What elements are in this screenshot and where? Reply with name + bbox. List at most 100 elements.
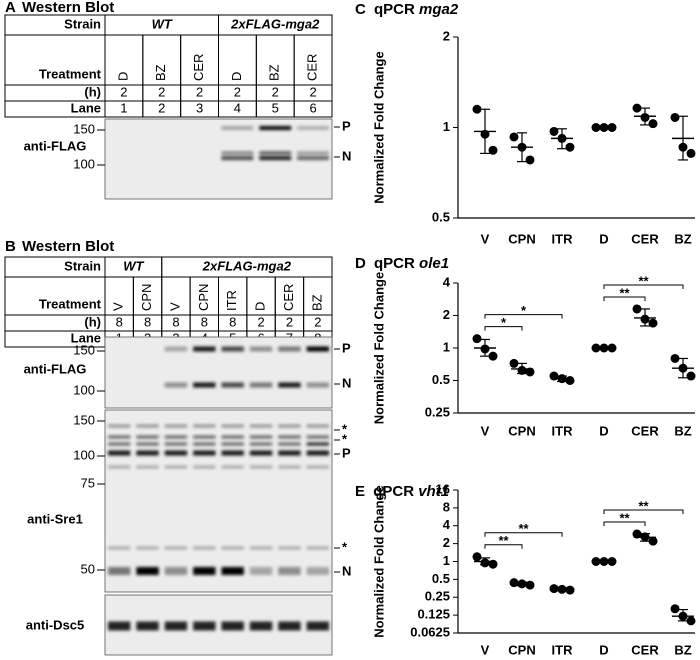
data-point — [607, 557, 617, 566]
blot-band — [278, 382, 301, 388]
hours-value: 2 — [120, 84, 127, 99]
blot-band — [306, 424, 329, 428]
x-tick-label: D — [599, 642, 608, 657]
treatment-label: ITR — [224, 290, 239, 311]
hours-value: 8 — [144, 314, 151, 329]
blot-band — [221, 567, 244, 575]
data-point — [517, 365, 527, 375]
data-point — [632, 103, 642, 113]
blot-band — [136, 465, 159, 469]
treatment-label: CPN — [196, 284, 211, 311]
strain-label: WT — [123, 258, 144, 273]
lane-number: 2 — [158, 100, 165, 115]
y-tick-label: 0.25 — [425, 404, 450, 419]
data-point — [599, 343, 609, 353]
x-tick-label: D — [599, 231, 608, 246]
blot-band — [164, 567, 188, 575]
data-point — [509, 358, 519, 368]
blot-image — [104, 409, 333, 593]
blot-band — [306, 546, 329, 550]
y-tick-label: 16 — [436, 481, 450, 496]
data-point — [678, 142, 688, 152]
treatment-label: CER — [305, 54, 320, 81]
y-tick-label: 1 — [443, 339, 450, 354]
blot-band — [221, 382, 244, 388]
marker-label: 150 — [73, 121, 95, 136]
significance-bracket — [603, 509, 684, 515]
hours-value: 8 — [229, 314, 236, 329]
significance-bracket — [603, 296, 646, 301]
blot-band — [136, 450, 159, 456]
data-point — [557, 374, 567, 384]
hours-value: 2 — [286, 314, 293, 329]
treatment-label: D — [115, 72, 130, 81]
y-tick-label: 0.5 — [432, 571, 450, 586]
band-label: * — [342, 431, 348, 446]
lane-number: 3 — [196, 100, 203, 115]
chart-title: D qPCR ole1 — [355, 255, 449, 272]
blot-band — [249, 424, 273, 428]
blot-band — [108, 450, 131, 456]
lane-number: 5 — [272, 100, 279, 115]
data-point — [565, 142, 575, 152]
x-tick-label: V — [481, 642, 490, 657]
row-label: (h) — [84, 84, 101, 99]
treatment-label: CER — [191, 54, 206, 81]
blot-band — [108, 435, 131, 439]
data-point — [591, 343, 601, 353]
significance-label: ** — [518, 521, 529, 536]
x-tick-label: ITR — [552, 231, 574, 246]
blot-band — [193, 546, 216, 550]
data-point — [472, 104, 482, 114]
blot-band — [249, 465, 273, 469]
band-label: P — [342, 445, 351, 460]
blot-band — [164, 346, 188, 352]
antibody-label: anti-FLAG — [24, 138, 87, 153]
x-tick-label: ITR — [552, 642, 574, 657]
blot-image — [104, 118, 333, 200]
y-axis-label: Normalized Fold Change — [371, 485, 386, 637]
y-tick-label: 4 — [443, 274, 451, 289]
blot-band — [164, 621, 188, 631]
antibody-label: anti-Dsc5 — [26, 617, 85, 632]
blot-band — [278, 546, 301, 550]
blot-band — [249, 621, 273, 631]
x-tick-label: CER — [631, 231, 659, 246]
panel-title: Western Blot — [22, 238, 114, 255]
row-label: (h) — [84, 314, 101, 329]
significance-bracket — [603, 284, 684, 289]
data-point — [648, 318, 658, 328]
treatment-label: V — [167, 302, 182, 311]
data-point — [549, 371, 559, 381]
blot-band — [259, 126, 292, 130]
treatment-label: BZ — [309, 294, 324, 311]
y-tick-label: 0.0625 — [410, 624, 450, 639]
antibody-label: anti-FLAG — [24, 361, 87, 376]
blot-band — [306, 450, 329, 456]
data-point — [640, 314, 650, 324]
blot-band — [193, 442, 216, 446]
blot-band — [297, 151, 329, 155]
blot-band — [249, 567, 273, 575]
significance-bracket — [484, 326, 523, 331]
data-point — [591, 123, 601, 132]
blot-band — [278, 442, 301, 446]
significance-bracket — [484, 314, 563, 319]
blot-band — [164, 435, 188, 439]
blot-band — [221, 450, 244, 456]
panel-label: D — [355, 255, 366, 272]
treatment-label: BZ — [153, 64, 168, 81]
significance-label: ** — [619, 510, 630, 525]
blot-band — [221, 442, 244, 446]
gene-name: vht1 — [418, 483, 449, 500]
data-point — [525, 367, 535, 377]
blot-band — [108, 465, 131, 469]
panel-title: Western Blot — [22, 0, 114, 16]
y-axis-label: Normalized Fold Change — [371, 51, 386, 203]
row-label: Treatment — [39, 66, 102, 81]
blot-band — [278, 567, 301, 575]
data-point — [678, 363, 688, 373]
significance-label: ** — [638, 498, 649, 513]
row-label: Strain — [64, 258, 101, 273]
